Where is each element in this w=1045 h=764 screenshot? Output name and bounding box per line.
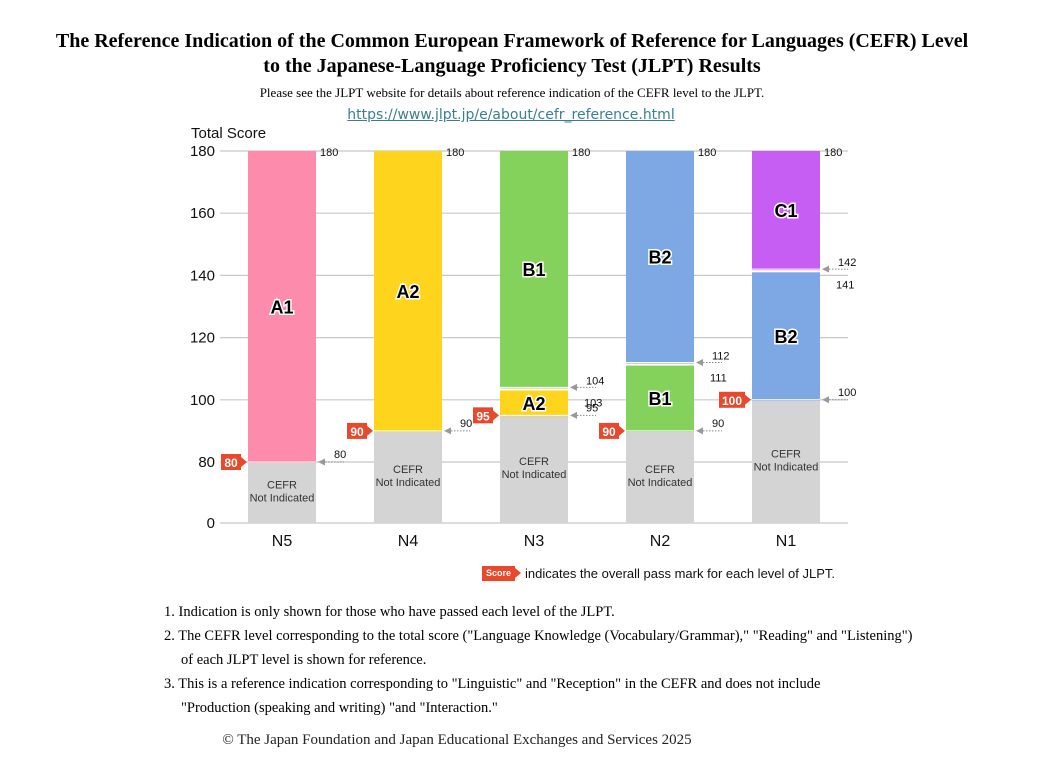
x-tick-label: N3 [524,533,545,550]
boundary-label: 180 [698,147,716,159]
cefr-level-label-b2: B2 [648,248,671,268]
pass-mark-arrow [241,457,247,467]
copyright: © The Japan Foundation and Japan Educati… [222,732,692,748]
not-indicated-label: Not Indicated [250,493,315,505]
bar-segment-n5 [248,151,316,463]
bar-segment-n1 [752,399,820,523]
bar-segment-n4 [374,430,442,523]
y-tick-label: 140 [190,267,215,284]
pass-mark-arrow [367,425,373,436]
pass-mark-badge [347,422,367,439]
boundary-label: 90 [460,418,472,430]
arrow-marker [696,358,703,366]
x-tick-label: N1 [776,533,797,550]
x-tick-label: N4 [398,533,419,550]
y-tick-label: 0 [207,515,215,532]
pass-mark-arrow [745,394,751,405]
y-tick-label: 160 [190,205,215,222]
boundary-label: 100 [838,387,856,399]
bar-segment-n3 [500,151,568,389]
arrow-marker [570,411,577,419]
not-indicated-label: Not Indicated [628,477,693,489]
page-title-line1: The Reference Indication of the Common E… [55,30,969,52]
boundary-label: 141 [836,279,854,291]
pass-mark-value: 95 [476,409,490,423]
bar-segment-n2 [626,365,694,432]
note-3-cont: "Production (speaking and writing) "and … [181,700,498,716]
y-tick-label: 80 [198,454,215,471]
arrow-marker [822,396,829,404]
boundary-label: 180 [824,147,842,159]
boundary-label: 80 [334,449,346,461]
bar-segment-n2 [626,151,694,364]
cefr-level-label-b1: B1 [522,260,545,280]
bar-segment-n1 [752,272,820,401]
legend-score-tag: Score [482,566,522,581]
pass-mark-value: 90 [350,425,364,439]
note-3: 3. This is a reference indication corres… [164,676,821,692]
x-tick-label: N5 [272,533,293,550]
pass-mark-badge [719,391,745,408]
cefr-level-label-b2: B2 [774,327,797,347]
boundary-label: 180 [320,147,338,159]
not-indicated-label: CEFR [771,448,801,460]
bar-segment-n5 [248,462,316,523]
boundary-label: 103 [584,397,602,409]
cefr-level-label-c1: C1 [774,201,797,221]
y-axis-label: Total Score [191,125,266,142]
pass-mark-arrow [493,410,499,421]
y-tick-label: 120 [190,330,215,347]
reference-link[interactable]: https://www.jlpt.jp/e/about/cefr_referen… [347,107,675,123]
arrow-marker [696,427,703,435]
bar-segment-n1 [752,151,820,271]
pass-mark-badge [599,422,619,439]
cefr-level-label-a1: A1 [270,298,293,318]
boundary-label: 95 [586,402,598,414]
pass-mark-arrow [619,425,625,436]
cefr-level-label-b1: B1 [648,389,671,409]
subtitle: Please see the JLPT website for details … [259,85,765,100]
y-tick-label: 100 [190,392,215,409]
notes: 1. Indication is only shown for those wh… [164,600,913,720]
note-2: 2. The CEFR level corresponding to the t… [164,628,913,644]
boundary-label: 142 [838,257,856,269]
arrow-marker [444,427,451,435]
not-indicated-label: CEFR [645,464,675,476]
note-1: 1. Indication is only shown for those wh… [164,604,615,620]
not-indicated-label: CEFR [393,464,423,476]
pass-mark-value: 80 [224,456,238,470]
not-indicated-label: CEFR [267,480,297,492]
boundary-label: 104 [586,375,604,387]
bar-segment-n2 [626,430,694,523]
boundary-label: 180 [446,147,464,159]
pass-mark-badge [221,454,241,470]
arrow-marker [822,265,829,273]
boundary-label: 180 [572,147,590,159]
bar-segment-n4 [374,151,442,432]
bar-segment-n3 [500,390,568,417]
legend: Score indicates the overall pass mark fo… [482,566,835,581]
arrow-marker [318,458,325,466]
y-tick-label: 180 [190,143,215,160]
bar-segment-n3 [500,415,568,523]
cefr-level-label-a2: A2 [522,394,545,414]
boundary-label: 112 [712,350,730,362]
pass-mark-value: 100 [722,394,742,408]
x-tick-label: N2 [650,533,671,550]
page-title-line2: to the Japanese-Language Proficiency Tes… [263,55,761,77]
not-indicated-label: Not Indicated [754,461,819,473]
legend-text: indicates the overall pass mark for each… [525,566,835,581]
not-indicated-label: CEFR [519,456,549,468]
arrow-marker [570,383,577,391]
not-indicated-label: Not Indicated [502,469,567,481]
pass-mark-value: 90 [602,425,616,439]
boundary-label: 111 [710,373,727,385]
not-indicated-label: Not Indicated [376,477,441,489]
cefr-level-label-a2: A2 [396,282,419,302]
pass-mark-badge [473,407,493,424]
note-2-cont: of each JLPT level is shown for referenc… [181,652,427,668]
boundary-label: 90 [712,418,724,430]
